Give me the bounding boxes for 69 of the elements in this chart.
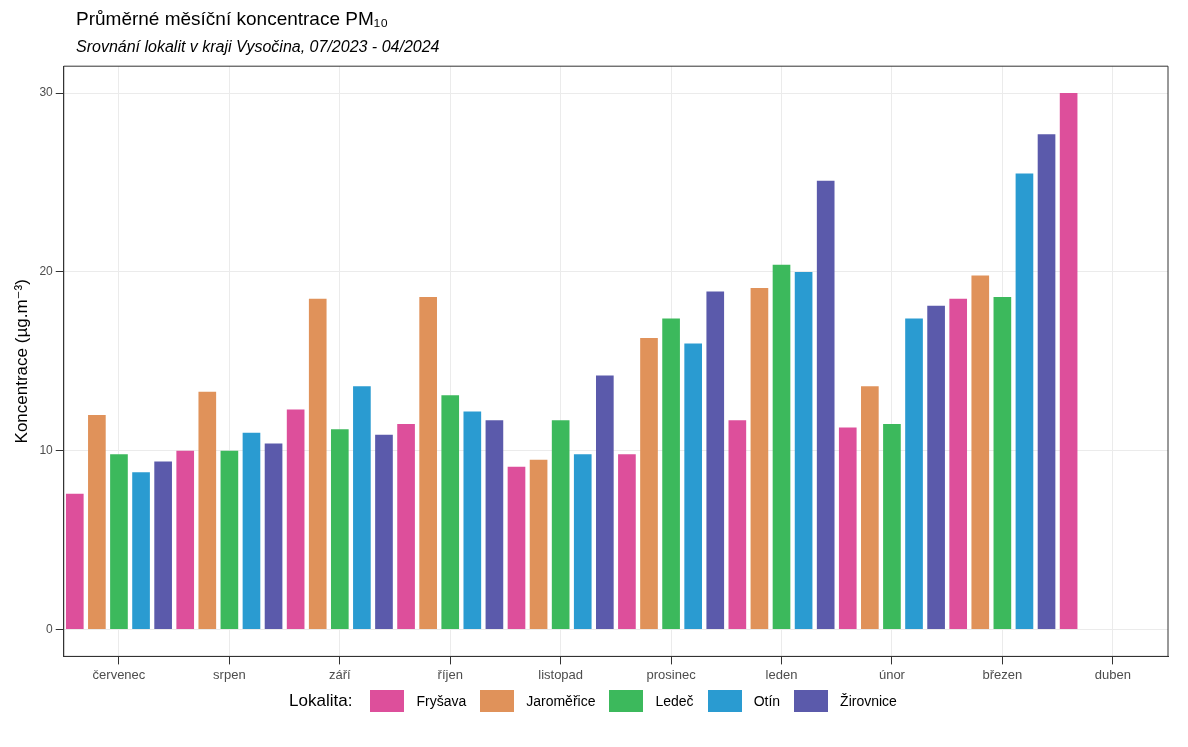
bar	[949, 298, 968, 630]
x-tick-label: září	[328, 666, 352, 682]
bar	[596, 375, 614, 630]
bar	[971, 275, 990, 630]
y-tick-label: 0	[46, 621, 54, 636]
bar	[220, 450, 239, 630]
bar	[242, 432, 261, 630]
bar	[816, 180, 835, 630]
x-tick-label: prosinec	[646, 666, 697, 682]
bar	[463, 411, 482, 630]
x-tick-label: duben	[1094, 666, 1131, 682]
bar	[375, 434, 393, 630]
bar	[662, 318, 680, 630]
bar	[993, 296, 1012, 630]
bar	[132, 472, 150, 630]
y-tick-label: 30	[39, 85, 54, 100]
legend-label: Jaroměřice	[526, 693, 596, 709]
bar	[330, 429, 349, 630]
bar	[728, 420, 747, 630]
bar	[110, 454, 128, 630]
x-tick-label: červenec	[92, 666, 146, 682]
bar	[308, 298, 327, 630]
x-tick-label: říjen	[437, 666, 463, 682]
bar	[883, 423, 901, 630]
legend-label: Ledeč	[655, 693, 694, 709]
chart-title: Průměrné měsíční koncentrace PM₁₀	[76, 8, 390, 30]
bar	[198, 391, 217, 630]
bar	[88, 414, 106, 630]
bar	[706, 291, 725, 630]
x-tick-label: leden	[765, 666, 798, 682]
bar	[1059, 93, 1078, 630]
bar	[286, 409, 305, 630]
bar	[353, 386, 371, 630]
bar	[419, 296, 437, 630]
x-tick-label: srpen	[213, 666, 246, 682]
bar	[154, 461, 172, 630]
bar	[507, 466, 526, 630]
bar	[485, 420, 504, 630]
bar	[838, 427, 857, 630]
bar	[573, 454, 592, 630]
bar	[397, 423, 415, 630]
bar	[750, 287, 769, 630]
bar	[905, 318, 923, 630]
legend-label: Žirovnice	[840, 693, 897, 709]
bar	[1037, 134, 1056, 630]
x-tick-label: únor	[878, 666, 906, 682]
legend-label: Fryšava	[416, 693, 467, 709]
legend-title: Lokalita:	[289, 691, 353, 711]
bar	[551, 420, 570, 630]
bar	[684, 343, 703, 630]
x-tick-label: březen	[982, 666, 1023, 682]
bar	[441, 395, 460, 630]
y-tick-label: 10	[39, 443, 54, 458]
chart-subtitle: Srovnání lokalit v kraji Vysočina, 07/2023 - 04/2024	[76, 38, 441, 56]
x-tick-label: listopad	[538, 666, 584, 682]
y-tick-label: 20	[39, 264, 54, 279]
bar	[927, 305, 945, 630]
bar	[176, 450, 195, 630]
bar	[861, 386, 879, 630]
bar	[65, 493, 84, 630]
bar	[772, 264, 791, 630]
legend-label: Otín	[753, 693, 781, 709]
bar	[529, 459, 548, 630]
bar	[794, 271, 813, 630]
bar	[618, 454, 636, 630]
bar	[1015, 173, 1034, 630]
bar	[640, 338, 658, 630]
bar	[264, 443, 283, 630]
y-axis-title: Koncentrace (µg.m⁻³)	[11, 279, 31, 444]
